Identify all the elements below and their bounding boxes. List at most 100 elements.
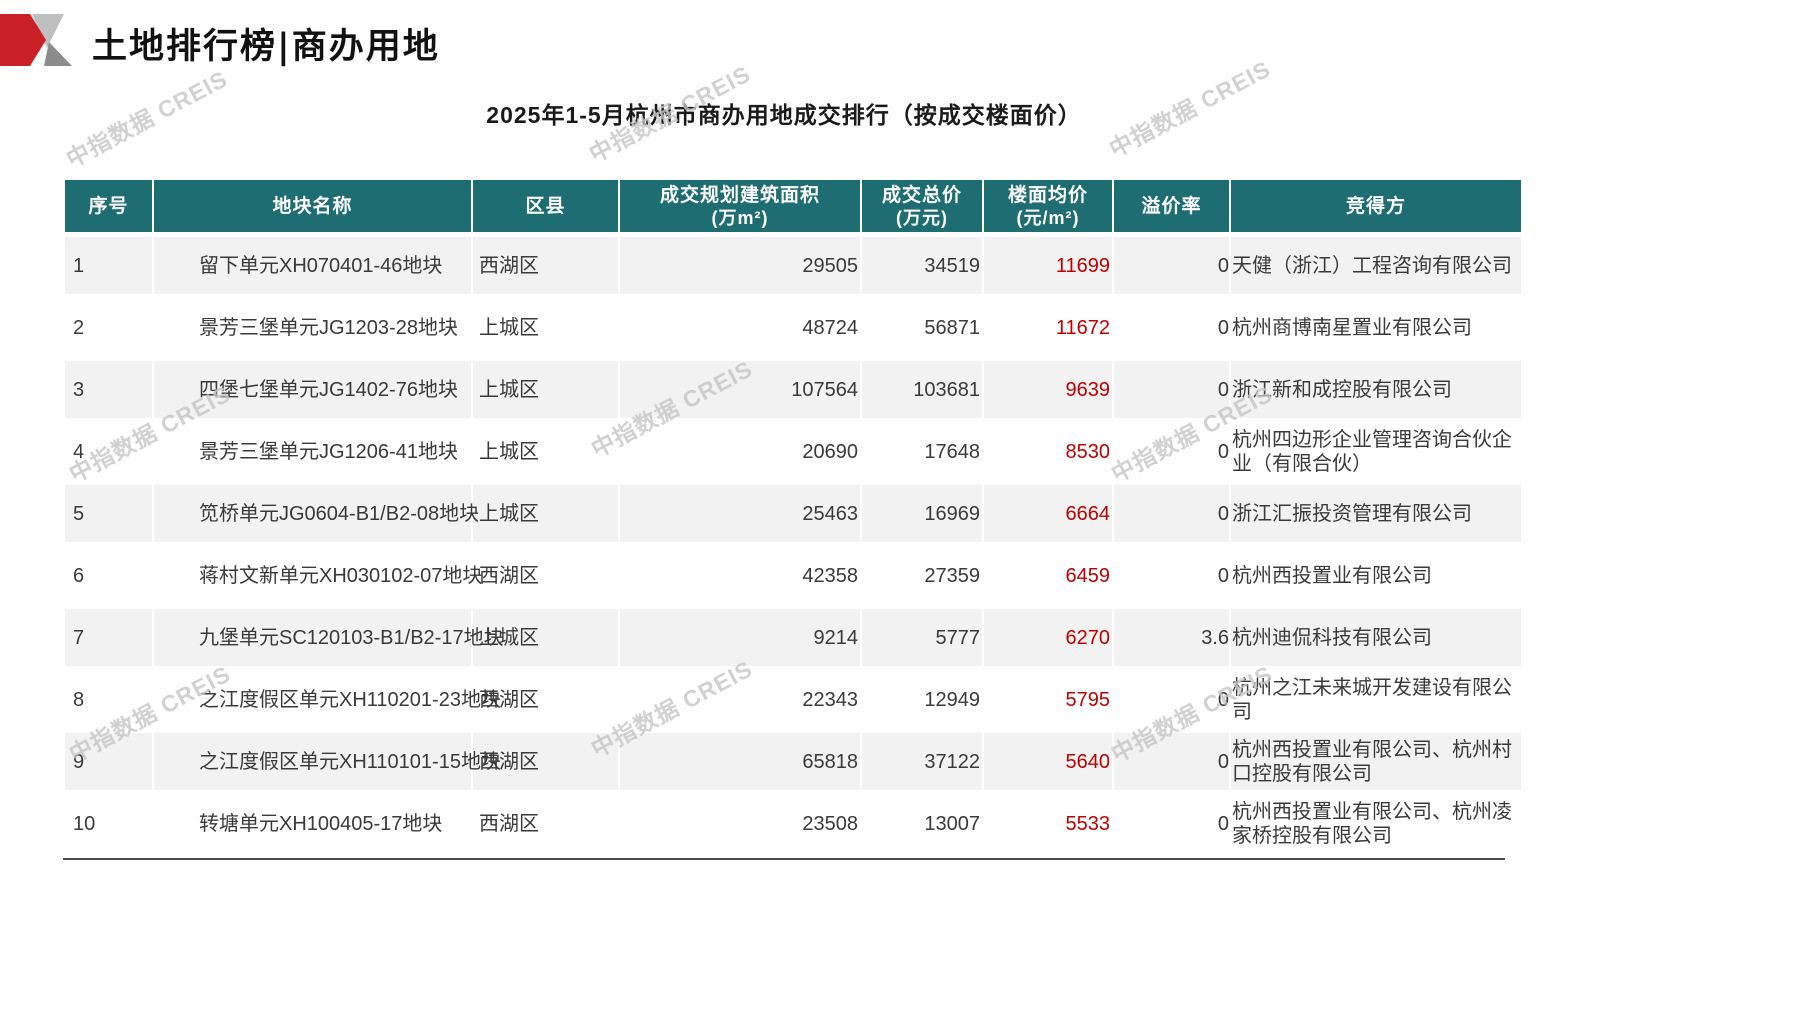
header-rank: 序号 (65, 180, 152, 232)
cell-name: 九堡单元SC120103-B1/B2-17地块 (154, 609, 504, 666)
table-row: 5 笕桥单元JG0604-B1/B2-08地块 上城区 25463 16969 6664 0… (65, 485, 1521, 542)
cell-area: 20690 (620, 423, 860, 480)
creis-logo (0, 14, 80, 66)
cell-area: 23508 (620, 795, 860, 852)
header-total-unit: (万元) (896, 207, 948, 228)
table-row: 7 九堡单元SC120103-B1/B2-17地块 上城区 9214 5777 6270 3… (65, 609, 1521, 666)
header-area-label: 成交规划建筑面积 (659, 184, 820, 206)
cell-name: 景芳三堡单元JG1206-41地块 (154, 423, 471, 480)
ranking-table: 序号 地块名称 区县 成交规划建筑面积 (万m²) 成交总价 (万元) 楼面均价 (元… (63, 175, 1523, 857)
cell-floor: 6459 (984, 547, 1112, 604)
cell-name: 留下单元XH070401-46地块 (154, 237, 471, 294)
cell-total: 37122 (862, 733, 982, 790)
cell-bidder: 浙江汇振投资管理有限公司 (1231, 485, 1521, 542)
cell-district: 西湖区 (473, 795, 618, 852)
cell-name: 蒋村文新单元XH030102-07地块 (154, 547, 482, 604)
cell-premium: 0 (1114, 299, 1229, 356)
cell-floor: 5533 (984, 795, 1112, 852)
table-row: 9 之江度假区单元XH110101-15地块 西湖区 65818 37122 5640 0 杭… (65, 733, 1521, 790)
table-bottom-border (63, 858, 1505, 860)
table-row: 8 之江度假区单元XH110201-23地块 西湖区 22343 12949 5795 0 杭… (65, 671, 1521, 728)
cell-floor: 5640 (984, 733, 1112, 790)
cell-district: 西湖区 (473, 733, 618, 790)
header-name: 地块名称 (154, 180, 471, 232)
cell-district: 西湖区 (473, 237, 618, 294)
cell-bidder: 杭州之江未来城开发建设有限公司 (1231, 671, 1521, 728)
cell-premium: 0 (1114, 671, 1229, 728)
cell-bidder: 杭州西投置业有限公司、杭州村口控股有限公司 (1231, 733, 1521, 790)
cell-floor: 11699 (984, 237, 1112, 294)
cell-total: 16969 (862, 485, 982, 542)
cell-premium: 0 (1114, 795, 1229, 852)
cell-floor: 6270 (984, 609, 1112, 666)
ranking-table-container: 序号 地块名称 区县 成交规划建筑面积 (万m²) 成交总价 (万元) 楼面均价 (元… (63, 175, 1521, 860)
header-bidder-label: 竞得方 (1345, 195, 1406, 217)
cell-district: 上城区 (473, 609, 618, 666)
cell-total: 56871 (862, 299, 982, 356)
cell-rank: 9 (65, 733, 152, 790)
cell-district: 上城区 (473, 299, 618, 356)
cell-district: 西湖区 (473, 671, 618, 728)
cell-total: 103681 (862, 361, 982, 418)
cell-name: 四堡七堡单元JG1402-76地块 (154, 361, 471, 418)
header-bidder: 竞得方 (1231, 180, 1521, 232)
cell-premium: 0 (1114, 485, 1229, 542)
header-floor-unit: (元/m²) (1016, 207, 1080, 228)
cell-total: 27359 (862, 547, 982, 604)
cell-area: 48724 (620, 299, 860, 356)
cell-rank: 5 (65, 485, 152, 542)
cell-floor: 9639 (984, 361, 1112, 418)
table-subtitle: 2025年1-5月杭州市商办用地成交排行（按成交楼面价） (486, 102, 1082, 128)
header-area-unit: (万m²) (711, 207, 769, 228)
cell-rank: 3 (65, 361, 152, 418)
header-area: 成交规划建筑面积 (万m²) (620, 180, 860, 232)
table-row: 1 留下单元XH070401-46地块 西湖区 29505 34519 11699 0 天健（… (65, 237, 1521, 294)
cell-name: 之江度假区单元XH110201-23地块 (154, 671, 501, 728)
cell-premium: 0 (1114, 423, 1229, 480)
table-row: 3 四堡七堡单元JG1402-76地块 上城区 107564 103681 9639 0 浙江… (65, 361, 1521, 418)
header-name-label: 地块名称 (272, 195, 353, 217)
cell-total: 5777 (862, 609, 982, 666)
cell-bidder: 浙江新和成控股有限公司 (1231, 361, 1521, 418)
cell-premium: 0 (1114, 361, 1229, 418)
cell-bidder: 杭州迪侃科技有限公司 (1231, 609, 1521, 666)
cell-area: 107564 (620, 361, 860, 418)
creis-logo-icon (0, 14, 72, 66)
cell-rank: 4 (65, 423, 152, 480)
cell-area: 42358 (620, 547, 860, 604)
cell-rank: 1 (65, 237, 152, 294)
cell-total: 17648 (862, 423, 982, 480)
cell-total: 13007 (862, 795, 982, 852)
cell-name: 转塘单元XH100405-17地块 (154, 795, 471, 852)
cell-district: 上城区 (473, 423, 618, 480)
cell-name: 笕桥单元JG0604-B1/B2-08地块 (154, 485, 479, 542)
table-row: 4 景芳三堡单元JG1206-41地块 上城区 20690 17648 8530 0 杭州四边… (65, 423, 1521, 480)
table-row: 10 转塘单元XH100405-17地块 西湖区 23508 13007 5533 0 杭州西… (65, 795, 1521, 852)
header-floor-label: 楼面均价 (1007, 184, 1088, 206)
cell-district: 上城区 (473, 361, 618, 418)
cell-area: 9214 (620, 609, 860, 666)
cell-area: 65818 (620, 733, 860, 790)
cell-premium: 0 (1114, 547, 1229, 604)
header-district: 区县 (473, 180, 618, 232)
cell-total: 12949 (862, 671, 982, 728)
cell-floor: 11672 (984, 299, 1112, 356)
header-total: 成交总价 (万元) (862, 180, 982, 232)
cell-bidder: 杭州西投置业有限公司、杭州凌家桥控股有限公司 (1231, 795, 1521, 852)
cell-total: 34519 (862, 237, 982, 294)
cell-rank: 8 (65, 671, 152, 728)
cell-floor: 5795 (984, 671, 1112, 728)
header-premium: 溢价率 (1114, 180, 1229, 232)
cell-name: 之江度假区单元XH110101-15地块 (154, 733, 501, 790)
cell-premium: 0 (1114, 733, 1229, 790)
cell-rank: 2 (65, 299, 152, 356)
cell-rank: 10 (65, 795, 152, 852)
page-title: 土地排行榜|商办用地 (92, 26, 440, 67)
cell-rank: 6 (65, 547, 152, 604)
cell-name: 景芳三堡单元JG1203-28地块 (154, 299, 471, 356)
cell-bidder: 杭州西投置业有限公司 (1231, 547, 1521, 604)
header-premium-label: 溢价率 (1141, 195, 1202, 217)
header-total-label: 成交总价 (881, 184, 962, 206)
cell-floor: 8530 (984, 423, 1112, 480)
cell-bidder: 杭州四边形企业管理咨询合伙企业（有限合伙） (1231, 423, 1521, 480)
